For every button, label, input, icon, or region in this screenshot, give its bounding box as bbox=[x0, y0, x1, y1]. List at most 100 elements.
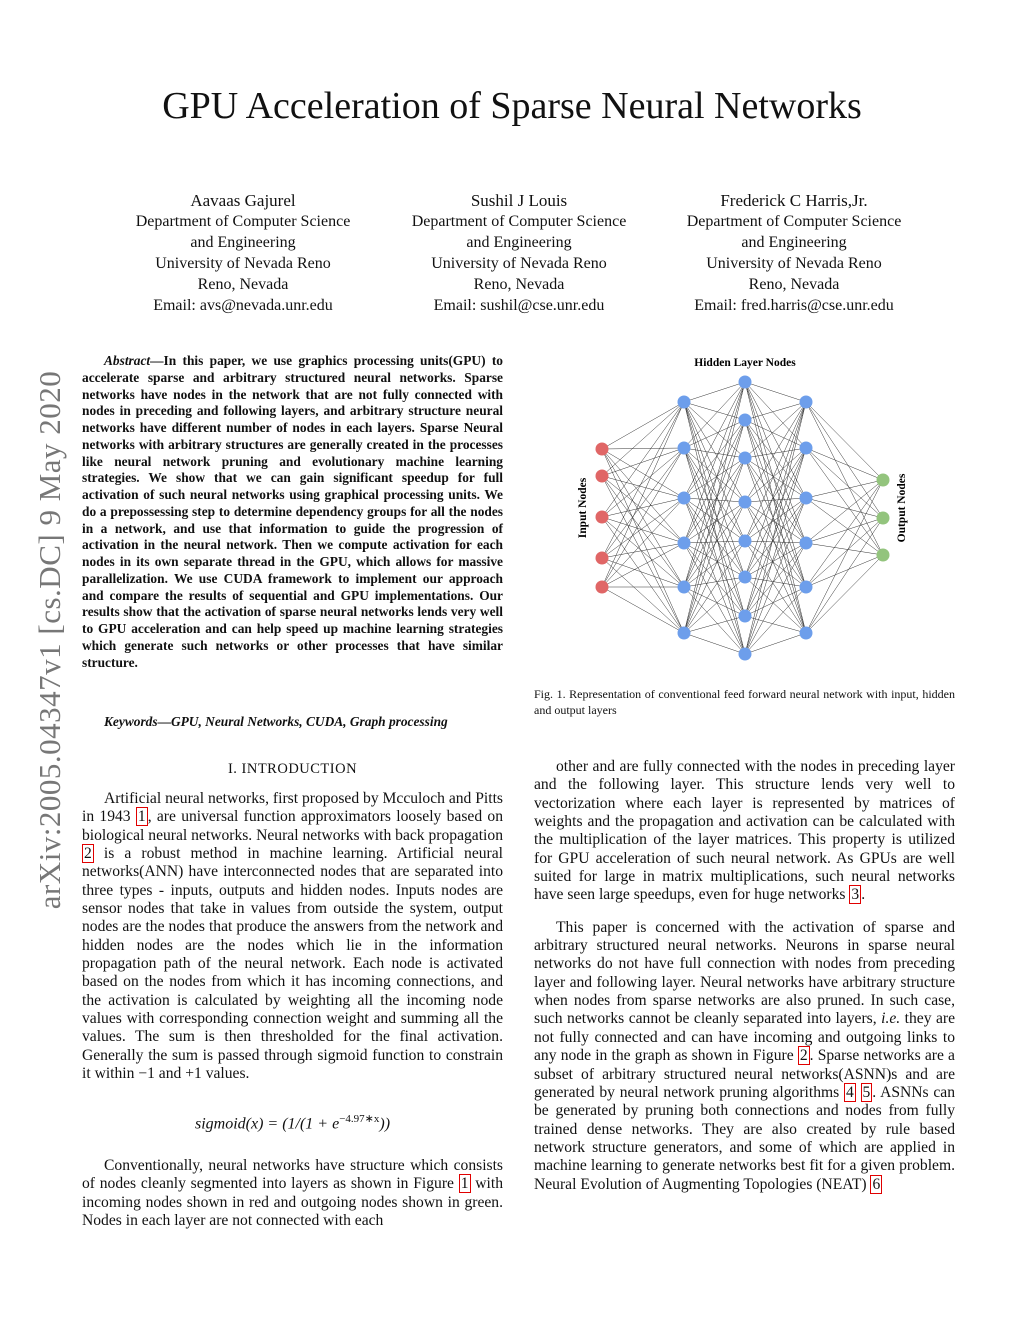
paragraph: Conventionally, neural networks have str… bbox=[82, 1157, 503, 1230]
hidden-node bbox=[799, 491, 813, 505]
connection-edge bbox=[744, 501, 807, 544]
citation-link[interactable]: 4 bbox=[843, 1082, 856, 1102]
connection-edge bbox=[601, 516, 685, 588]
hidden-node bbox=[677, 536, 691, 550]
author-block: Frederick C Harris,Jr. Department of Com… bbox=[654, 190, 934, 316]
connection-edge bbox=[683, 540, 746, 634]
connection-edge bbox=[601, 401, 685, 450]
connection-edge bbox=[683, 401, 746, 503]
connection-edge bbox=[744, 540, 807, 588]
connection-edge bbox=[744, 586, 807, 655]
output-node bbox=[876, 548, 890, 562]
connection-edge bbox=[683, 540, 746, 544]
connection-edge bbox=[805, 479, 884, 634]
hidden-node bbox=[738, 647, 752, 661]
affiliation: Department of Computer Science bbox=[135, 213, 351, 230]
citation-link[interactable]: 2 bbox=[82, 844, 94, 864]
connection-edge bbox=[683, 632, 746, 655]
connection-edge bbox=[744, 401, 807, 459]
output-nodes-label: Output Nodes bbox=[896, 473, 908, 542]
connection-edge bbox=[744, 419, 807, 634]
connection-edge bbox=[805, 401, 884, 519]
connection-edge bbox=[683, 381, 746, 403]
equation-exponent: −4.97∗x bbox=[339, 1113, 380, 1125]
hidden-node bbox=[677, 626, 691, 640]
hidden-node bbox=[738, 451, 752, 465]
connection-edge bbox=[683, 542, 746, 578]
connection-edge bbox=[744, 457, 807, 634]
equation-lhs: sigmoid(x) = (1/(1 + e bbox=[194, 1115, 340, 1133]
citation-link[interactable]: 5 bbox=[860, 1082, 873, 1102]
text-run: . bbox=[861, 886, 866, 904]
equation-rhs: )) bbox=[379, 1115, 391, 1133]
connection-edge bbox=[805, 517, 884, 634]
hidden-node bbox=[738, 413, 752, 427]
text-run: with incoming nodes shown in red and out… bbox=[82, 1175, 503, 1230]
hidden-node bbox=[799, 626, 813, 640]
text-run: Conventionally, neural networks have str… bbox=[82, 1157, 503, 1193]
connection-edge bbox=[805, 554, 884, 634]
affiliation: Reno, Nevada bbox=[473, 276, 565, 293]
citation-link[interactable]: 3 bbox=[849, 885, 862, 905]
connection-edge bbox=[683, 586, 746, 655]
connection-edge bbox=[744, 401, 807, 421]
hidden-node bbox=[799, 580, 813, 594]
connection-edge bbox=[683, 542, 746, 617]
text-run: i.e. bbox=[881, 1010, 901, 1028]
author-email: Email: fred.harris@cse.unr.edu bbox=[694, 297, 894, 314]
connection-edge bbox=[601, 448, 685, 634]
hidden-node bbox=[677, 491, 691, 505]
author-name: Aavaas Gajurel bbox=[190, 191, 296, 210]
hidden-node bbox=[738, 534, 752, 548]
connection-edge bbox=[744, 501, 807, 588]
sigmoid-equation: sigmoid(x) = (1/(1 + e−4.97∗x)) bbox=[82, 1112, 503, 1133]
connection-edge bbox=[744, 540, 807, 634]
affiliation: and Engineering bbox=[190, 234, 296, 251]
text-run: , are universal function approximators l… bbox=[82, 808, 503, 844]
input-nodes-label: Input Nodes bbox=[577, 477, 589, 538]
hidden-node bbox=[677, 395, 691, 409]
connection-edge bbox=[683, 419, 746, 634]
connection-edge bbox=[683, 401, 746, 459]
citation-link[interactable]: 1 bbox=[458, 1174, 471, 1194]
connection-edge bbox=[805, 542, 884, 556]
connection-edge bbox=[805, 479, 884, 499]
connection-edge bbox=[744, 447, 807, 578]
connection-edge bbox=[683, 401, 746, 617]
citation-link[interactable]: 2 bbox=[797, 1046, 810, 1066]
left-column-text-2: Conventionally, neural networks have str… bbox=[82, 1157, 503, 1230]
connection-edge bbox=[744, 381, 807, 634]
connection-edge bbox=[683, 401, 746, 655]
connection-edge bbox=[744, 401, 807, 617]
hidden-node bbox=[677, 580, 691, 594]
connection-edge bbox=[744, 401, 807, 542]
connection-edge bbox=[744, 497, 807, 503]
text-run: . ASNNs can be generated by pruning both… bbox=[534, 1083, 955, 1193]
connection-edge bbox=[744, 447, 807, 617]
connection-edge bbox=[683, 497, 746, 503]
text-run: This paper is concerned with the activat… bbox=[534, 918, 955, 1028]
hidden-layer-label: Hidden Layer Nodes bbox=[694, 357, 796, 369]
connection-edge bbox=[744, 381, 807, 403]
connection-edge bbox=[683, 457, 746, 544]
connection-edge bbox=[744, 381, 807, 499]
connection-edge bbox=[683, 381, 746, 499]
citation-link[interactable]: 6 bbox=[870, 1174, 883, 1194]
connection-edge bbox=[683, 381, 746, 449]
connection-edge bbox=[744, 401, 807, 655]
connection-edge bbox=[744, 447, 807, 459]
connection-edge bbox=[683, 497, 746, 655]
connection-edge bbox=[805, 401, 884, 556]
section-heading: I. INTRODUCTION bbox=[227, 761, 358, 777]
citation-link[interactable]: 1 bbox=[135, 807, 148, 827]
connection-edge bbox=[744, 447, 807, 542]
connection-edge bbox=[683, 447, 746, 617]
hidden-node bbox=[799, 441, 813, 455]
connection-edge bbox=[744, 497, 807, 542]
connection-edge bbox=[805, 517, 884, 588]
connection-edge bbox=[601, 448, 685, 499]
connection-edge bbox=[744, 419, 807, 499]
neural-network-figure: Hidden Layer Nodes Input Nodes Output No… bbox=[577, 357, 908, 661]
abstract: Abstract—In this paper, we use graphics … bbox=[82, 353, 503, 671]
input-node bbox=[595, 442, 609, 456]
